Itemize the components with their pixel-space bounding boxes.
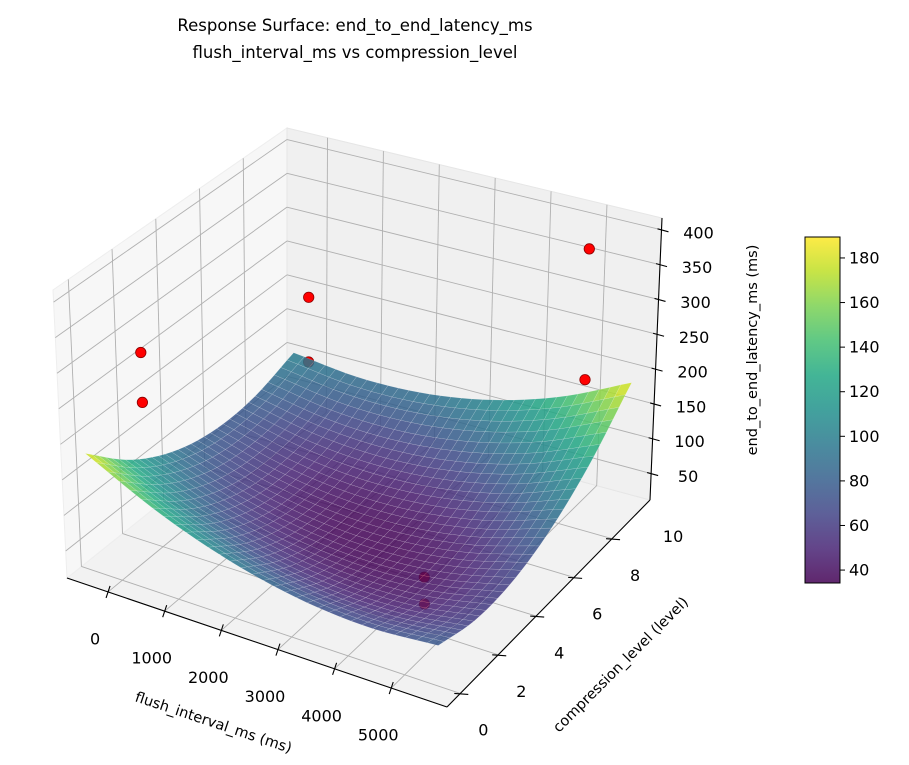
x-tick-label: 4000 (301, 706, 342, 725)
y-axis-line (446, 499, 651, 708)
surface-patch (450, 623, 469, 631)
y-tick-mark (492, 654, 507, 657)
x-tick-mark (332, 662, 338, 676)
back-gridline-z (286, 206, 659, 300)
x-tick-mark (218, 624, 224, 637)
z-tick-mark (654, 297, 666, 302)
surface-patch (426, 638, 445, 646)
floor-gridline-y (81, 566, 461, 694)
left-gridline-z (55, 172, 288, 339)
left-gridline-z (60, 274, 288, 445)
x-tick-label: 3000 (245, 687, 286, 706)
colorbar-frame (804, 236, 841, 584)
y-tick-label: 10 (663, 527, 683, 546)
back-gridline-z (286, 274, 656, 370)
z-tick-mark (655, 263, 668, 268)
surface-patch (564, 477, 583, 490)
surface-patch (582, 444, 601, 458)
z-tick-label: 300 (680, 293, 711, 312)
x-tick-label: 2000 (188, 668, 229, 687)
axis-lines (66, 217, 669, 708)
colorbar-tick-label: 160 (849, 293, 880, 312)
y-tick-mark (606, 538, 621, 541)
y-tick-mark (454, 692, 469, 696)
data-point (135, 346, 147, 359)
surface-patch (607, 394, 626, 410)
colorbar-tick-label: 180 (849, 249, 880, 268)
z-tick-label: 400 (683, 223, 714, 242)
x-tick-mark (162, 604, 168, 618)
left-gridline-z (56, 206, 288, 374)
x-tick-mark (275, 643, 281, 656)
z-tick-label: 200 (677, 363, 708, 382)
z-tick-mark (657, 228, 669, 233)
y-axis-label: compression_level (level) (550, 594, 691, 735)
colorbar-tick-label: 80 (849, 471, 869, 490)
data-point (583, 243, 595, 255)
colorbar-tick-label: 120 (849, 382, 880, 401)
back-gridline-z (286, 139, 662, 231)
z-tick-mark (646, 472, 659, 477)
x-tick-mark (388, 681, 394, 695)
z-tick-mark (649, 402, 662, 407)
surface-patch (456, 619, 475, 627)
surface-patch (510, 561, 528, 571)
z-tick-mark (652, 332, 665, 337)
x-tick-label: 1000 (131, 649, 172, 668)
z-tick-label: 350 (682, 258, 713, 277)
surface-patch (486, 590, 505, 599)
x-tick-mark (105, 585, 111, 599)
y-tick-label: 6 (592, 605, 602, 624)
back-gridline-z (286, 172, 661, 266)
z-tick-label: 150 (676, 397, 707, 416)
y-tick-label: 8 (630, 566, 640, 585)
left-gridline-z (63, 342, 288, 516)
colorbar: 40 60 80 100 120 140 160 180 (804, 236, 880, 584)
fitted-surface (84, 352, 633, 646)
y-tick-label: 2 (516, 682, 526, 701)
colorbar-gradient (805, 237, 840, 583)
left-gridline-z (53, 139, 288, 303)
x-tick-label: 5000 (358, 726, 399, 745)
colorbar-tick-label: 40 (849, 561, 869, 580)
data-point (579, 374, 591, 386)
y-tick-label: 4 (554, 643, 564, 662)
z-axis-label: end_to_end_latency_ms (ms) (745, 245, 761, 456)
left-gridline-z (58, 240, 288, 410)
z-tick-label: 250 (679, 328, 710, 347)
x-axis-line (66, 577, 448, 708)
chart-title-line-2: flush_interval_ms vs compression_level (193, 43, 518, 63)
back-gridline-z (286, 240, 658, 335)
colorbar-tick-label: 140 (849, 338, 880, 357)
surface-patch (552, 498, 571, 510)
colorbar-tick-label: 60 (849, 516, 869, 535)
chart-title-line-1: Response Surface: end_to_end_latency_ms (177, 16, 532, 36)
y-tick-mark (568, 576, 583, 579)
back-gridline-z (286, 308, 655, 405)
data-point (136, 396, 148, 408)
z-tick-label: 50 (678, 467, 698, 486)
x-tick-label: 0 (90, 629, 100, 648)
y-tick-mark (530, 615, 545, 618)
colorbar-tick-label: 100 (849, 427, 880, 446)
y-tick-label: 0 (478, 721, 488, 740)
left-gridline-z (61, 308, 288, 481)
tick-labels: 0 1000 2000 3000 4000 5000 0 2 4 6 8 10 50 100 150 200 2… (90, 223, 714, 744)
surface-patch (528, 536, 546, 547)
surface-patch (480, 597, 499, 605)
data-point (303, 291, 315, 303)
z-tick-mark (651, 367, 663, 372)
z-tick-label: 100 (674, 432, 705, 451)
z-tick-mark (648, 437, 660, 442)
